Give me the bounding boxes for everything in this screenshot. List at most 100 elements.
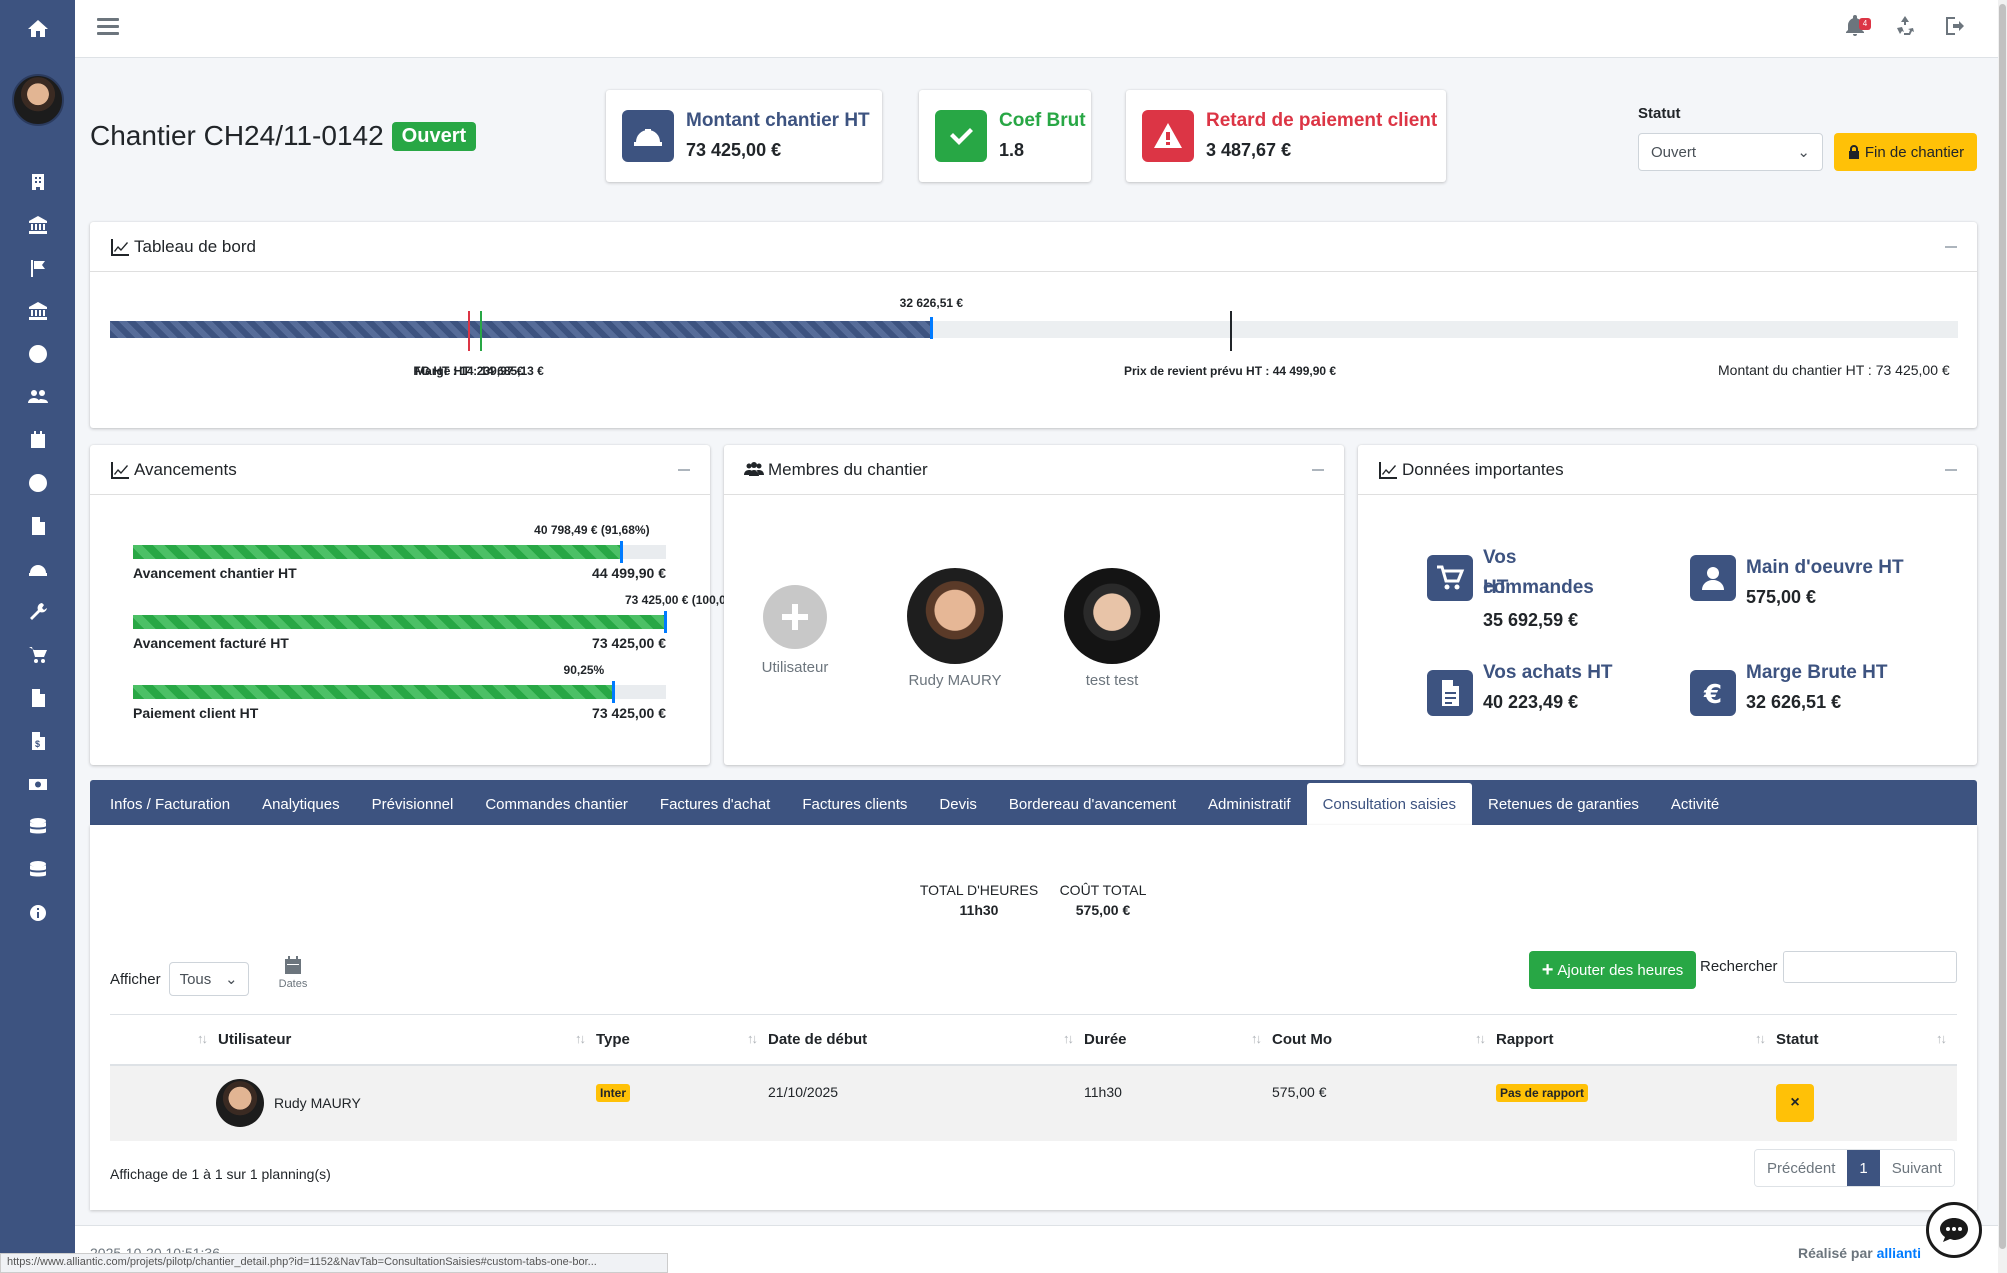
wrench-icon[interactable] [0, 590, 75, 633]
recycle-icon[interactable] [1893, 14, 1917, 43]
donnee-value: 35 692,59 € [1483, 610, 1579, 630]
search-input[interactable] [1783, 951, 1957, 983]
avatar[interactable] [12, 74, 64, 126]
next-page-button[interactable]: Suivant [1879, 1150, 1954, 1186]
collapse-icon[interactable] [1312, 469, 1324, 471]
sort-icon[interactable]: ↑↓ [1063, 1031, 1074, 1046]
donnees-card: Données importantes [1358, 445, 1977, 765]
sort-icon[interactable]: ↑↓ [575, 1031, 586, 1046]
row-user-name: Rudy MAURY [274, 1095, 361, 1111]
kpi-retard-paiement: Retard de paiement client 3 487,67 € [1126, 90, 1446, 182]
file-invoice-icon [1427, 670, 1473, 716]
clock-icon[interactable] [0, 332, 75, 375]
logout-icon[interactable] [1943, 14, 1967, 43]
membres-title[interactable]: Membres du chantier [768, 459, 928, 479]
add-hours-button[interactable]: + Ajouter des heures [1529, 951, 1696, 989]
column-header[interactable]: Date de début ↑↓ [768, 1014, 1084, 1066]
table-row[interactable]: Rudy MAURY Inter 21/10/2025 11h30 575,00… [110, 1064, 1957, 1141]
helmet-icon[interactable] [0, 547, 75, 590]
users-icon[interactable] [0, 375, 75, 418]
column-header[interactable]: Cout Mo ↑↓ [1272, 1014, 1496, 1066]
prev-page-button[interactable]: Précédent [1755, 1150, 1848, 1186]
page-1-button[interactable]: 1 [1847, 1150, 1880, 1186]
plus-icon [763, 585, 827, 649]
tab-analytiques[interactable]: Analytiques [262, 795, 340, 813]
database-2-icon[interactable] [0, 848, 75, 891]
avatar [1064, 568, 1160, 664]
total-label: Montant du chantier HT : 73 425,00 € [1718, 362, 1950, 378]
tab-retenues-de-garanties[interactable]: Retenues de garanties [1487, 795, 1639, 813]
svg-text:€: € [1703, 680, 1722, 708]
tab-infos-facturation[interactable]: Infos / Facturation [110, 795, 231, 813]
cart-icon[interactable] [0, 633, 75, 676]
progress-total: 73 425,00 € [592, 705, 666, 721]
donnee-value: 40 223,49 € [1483, 692, 1579, 712]
landmark-icon[interactable] [0, 289, 75, 332]
bank-icon[interactable] [0, 203, 75, 246]
fin-chantier-button[interactable]: Fin de chantier [1834, 133, 1977, 171]
column-header[interactable]: Statut ↑↓ [1776, 1014, 1957, 1066]
tab-factures-d-achat[interactable]: Factures d'achat [659, 795, 771, 813]
card-header: Données importantes [1358, 445, 1977, 495]
avancements-title[interactable]: Avancements [134, 459, 237, 479]
column-header[interactable]: Utilisateur ↑↓ [218, 1014, 596, 1066]
cout-total-value: 575,00 € [1075, 902, 1131, 918]
card-header: Membres du chantier [724, 445, 1344, 495]
tab-pr-visionnel[interactable]: Prévisionnel [371, 795, 454, 813]
database-icon[interactable] [0, 805, 75, 848]
brand-link[interactable]: allianti [1876, 1245, 1921, 1261]
sort-icon[interactable]: ↑↓ [1251, 1031, 1262, 1046]
collapse-icon[interactable] [678, 469, 690, 471]
info-icon[interactable] [0, 891, 75, 934]
member-card[interactable]: test test [1052, 568, 1172, 689]
chat-icon[interactable] [1926, 1202, 1982, 1258]
afficher-value: Tous [179, 970, 212, 988]
hamburger-menu-icon[interactable] [97, 18, 119, 36]
column-header[interactable]: ↑↓ [110, 1014, 218, 1066]
invoice-dollar-icon[interactable]: $ [0, 719, 75, 762]
sort-icon[interactable]: ↑↓ [747, 1031, 758, 1046]
column-header[interactable]: Rapport ↑↓ [1496, 1014, 1776, 1066]
afficher-select[interactable]: Tous ⌄ [168, 962, 249, 996]
tab-administratif[interactable]: Administratif [1208, 795, 1291, 813]
kpi-value: 73 425,00 € [686, 140, 782, 160]
flag-icon[interactable] [0, 246, 75, 289]
statut-select[interactable]: Ouvert ⌄ [1638, 133, 1823, 171]
column-header[interactable]: Type ↑↓ [596, 1014, 768, 1066]
sort-icon[interactable]: ↑↓ [197, 1031, 208, 1046]
tab-bordereau-d-avancement[interactable]: Bordereau d'avancement [1008, 795, 1177, 813]
statut-label: Statut [1638, 105, 1681, 122]
collapse-icon[interactable] [1945, 246, 1957, 248]
file-icon[interactable] [0, 504, 75, 547]
building-icon[interactable] [0, 160, 75, 203]
card-header: Avancements [90, 445, 710, 495]
column-header[interactable]: Durée ↑↓ [1084, 1014, 1272, 1066]
history-icon[interactable] [0, 461, 75, 504]
add-member-button[interactable]: Utilisateur [755, 585, 835, 676]
tab-consultation-saisies[interactable]: Consultation saisies [1306, 783, 1472, 825]
sort-icon[interactable]: ↑↓ [1475, 1031, 1486, 1046]
tab-commandes-chantier[interactable]: Commandes chantier [485, 795, 628, 813]
warning-icon [1142, 110, 1194, 162]
tab-activit-[interactable]: Activité [1670, 795, 1720, 813]
collapse-icon[interactable] [1945, 469, 1957, 471]
bell-icon[interactable]: 4 [1843, 14, 1871, 43]
scrollbar[interactable] [1998, 0, 2007, 1273]
dates-button[interactable]: Dates [272, 955, 314, 990]
member-card[interactable]: Rudy MAURY [895, 568, 1015, 689]
sort-icon[interactable]: ↑↓ [1936, 1031, 1947, 1046]
home-icon[interactable] [0, 8, 75, 50]
tab-factures-clients[interactable]: Factures clients [802, 795, 908, 813]
calendar-icon [285, 956, 301, 974]
row-date: 21/10/2025 [768, 1083, 839, 1100]
dashboard-title[interactable]: Tableau de bord [134, 236, 256, 256]
tab-devis[interactable]: Devis [939, 795, 977, 813]
money-icon[interactable] [0, 762, 75, 805]
statut-close-button[interactable]: × [1776, 1084, 1814, 1122]
page-title: Chantier CH24/11-0142 Ouvert [90, 120, 477, 152]
donnees-title[interactable]: Données importantes [1402, 459, 1564, 479]
sort-icon[interactable]: ↑↓ [1755, 1031, 1766, 1046]
pagination-info: Affichage de 1 à 1 sur 1 planning(s) [110, 1166, 331, 1182]
document-icon[interactable] [0, 676, 75, 719]
calendar-icon[interactable] [0, 418, 75, 461]
